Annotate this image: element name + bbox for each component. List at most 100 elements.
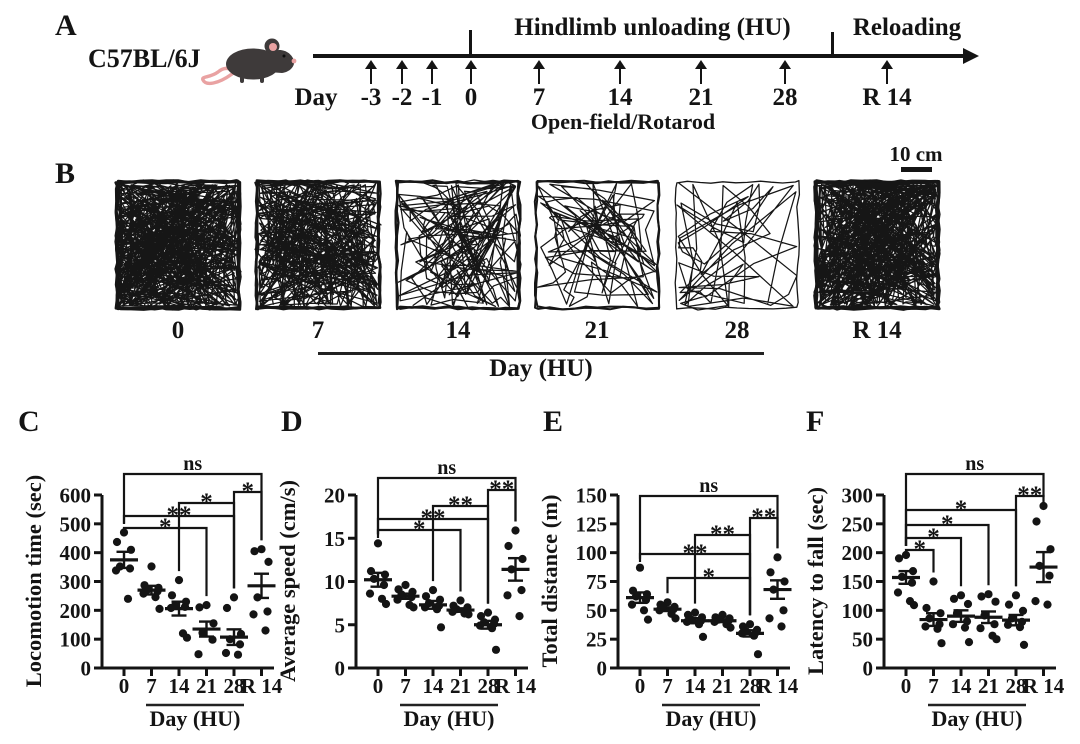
trace-day-label-14: 14 (445, 317, 471, 344)
panel-c-letter: C (18, 405, 40, 438)
timeline-day--2: -2 (391, 84, 413, 111)
ytick-C-100: 100 (60, 628, 92, 652)
xtick-F-0: 0 (901, 674, 912, 698)
scatter-group-D-28 (474, 608, 502, 654)
timeline-divider-hu (469, 30, 472, 56)
ytick-E-25: 25 (586, 628, 607, 652)
xtick-C-R 14: R 14 (241, 674, 283, 698)
timeline-day-0: 0 (464, 84, 478, 111)
xlabel-D: Day (HU) (403, 706, 494, 731)
sig-bracket-F-1 (1014, 494, 1045, 587)
trace-day-label-7: 7 (311, 317, 325, 344)
timeline-up-arrow--3 (365, 60, 377, 85)
openfield-trace-R 14 (813, 179, 941, 311)
xtick-D-7: 7 (400, 674, 411, 698)
xtick-D-0: 0 (373, 674, 384, 698)
ytick-E-125: 125 (576, 512, 608, 536)
xtick-C-7: 7 (146, 674, 157, 698)
sig-label-D-0: ns (437, 457, 456, 479)
openfield-rotarod-label: Open-field/Rotarod (530, 109, 716, 134)
sig-label-D-2: ** (448, 492, 473, 519)
sig-label-F-4: * (927, 524, 940, 551)
timeline-divider-reload (831, 32, 834, 56)
xtick-F-14: 14 (951, 674, 973, 698)
phase-hindlimb-unloading: Hindlimb unloading (HU) (514, 14, 791, 41)
sig-bracket-E-4 (666, 576, 752, 616)
panel-a-letter: A (55, 9, 77, 42)
scatter-group-F-28 (1002, 591, 1030, 649)
sig-bracket-C-4 (122, 526, 208, 597)
sig-bracket-D-4 (376, 528, 462, 592)
ytick-F-100: 100 (842, 599, 874, 623)
scatter-group-D-14 (419, 586, 447, 632)
scatter-group-F-14 (947, 591, 975, 647)
panel-e-letter: E (543, 405, 564, 438)
sig-label-F-5: * (914, 536, 927, 563)
xtick-C-0: 0 (119, 674, 130, 698)
openfield-trace-21 (533, 179, 661, 311)
ytick-F-200: 200 (842, 541, 874, 565)
sig-label-E-3: ** (683, 540, 708, 567)
xtick-E-28: 28 (740, 674, 761, 698)
xtick-D-R 14: R 14 (495, 674, 537, 698)
xtick-E-14: 14 (685, 674, 707, 698)
ytick-E-100: 100 (576, 541, 608, 565)
sig-label-D-3: ** (421, 505, 446, 532)
sig-label-F-0: ns (965, 453, 984, 475)
timeline-up-arrow-7 (533, 60, 545, 85)
panel-b-day-hu-label: Day (HU) (489, 355, 593, 382)
ytick-E-150: 150 (576, 484, 608, 508)
ytick-E-50: 50 (586, 599, 607, 623)
ytick-E-75: 75 (586, 570, 607, 594)
timeline-axis (313, 54, 965, 58)
sig-label-C-4: * (159, 514, 172, 541)
scatter-group-E-R 14 (763, 553, 792, 631)
openfield-trace-28 (674, 179, 801, 311)
ytick-D-10: 10 (324, 570, 345, 594)
scatter-group-E-21 (708, 610, 737, 632)
panel-b-day-underline (318, 352, 764, 355)
scatter-group-E-7 (653, 598, 682, 623)
scatter-group-C-14 (165, 576, 193, 642)
sig-label-F-3: * (941, 511, 954, 538)
scatter-group-D-R 14 (501, 526, 530, 621)
sig-label-C-1: * (242, 478, 255, 505)
scatter-group-F-R 14 (1029, 501, 1058, 609)
sig-bracket-E-1 (748, 516, 779, 616)
sig-label-C-3: ** (167, 502, 192, 529)
timeline-up-arrow-21 (695, 60, 707, 85)
ytick-E-0: 0 (597, 657, 608, 681)
xlabel-F: Day (HU) (931, 706, 1022, 731)
sig-label-E-0: ns (699, 475, 718, 497)
timeline-up-arrow--1 (426, 60, 438, 85)
ytick-F-250: 250 (842, 512, 874, 536)
timeline-up-arrow-R 14 (881, 60, 893, 85)
timeline-marks: -3 -2 -1 0 7 14 21 28 R 14 (0, 0, 1080, 150)
ytick-F-150: 150 (842, 570, 874, 594)
panel-d-letter: D (281, 405, 303, 438)
scatter-group-D-0 (364, 539, 392, 609)
ylabel-F: Latency to fall (sec) (803, 487, 828, 675)
sig-label-C-0: ns (183, 453, 202, 475)
ytick-F-0: 0 (863, 657, 874, 681)
timeline-day-word: Day (294, 84, 338, 111)
xtick-C-28: 28 (224, 674, 245, 698)
scatter-group-E-0 (626, 563, 654, 624)
sig-label-E-4: * (703, 564, 716, 591)
ytick-D-15: 15 (324, 527, 345, 551)
xtick-D-21: 21 (450, 674, 471, 698)
scatter-group-D-7 (391, 580, 420, 612)
openfield-trace-0 (114, 179, 242, 311)
scatter-group-C-21 (192, 601, 221, 659)
panel-b-letter: B (55, 157, 76, 190)
sig-bracket-F-3 (904, 523, 990, 586)
ytick-D-0: 0 (335, 657, 346, 681)
timeline-day-21: 21 (688, 84, 714, 111)
trace-day-label-28: 28 (724, 317, 750, 344)
timeline-arrowhead (963, 47, 979, 64)
ytick-F-50: 50 (852, 628, 873, 652)
